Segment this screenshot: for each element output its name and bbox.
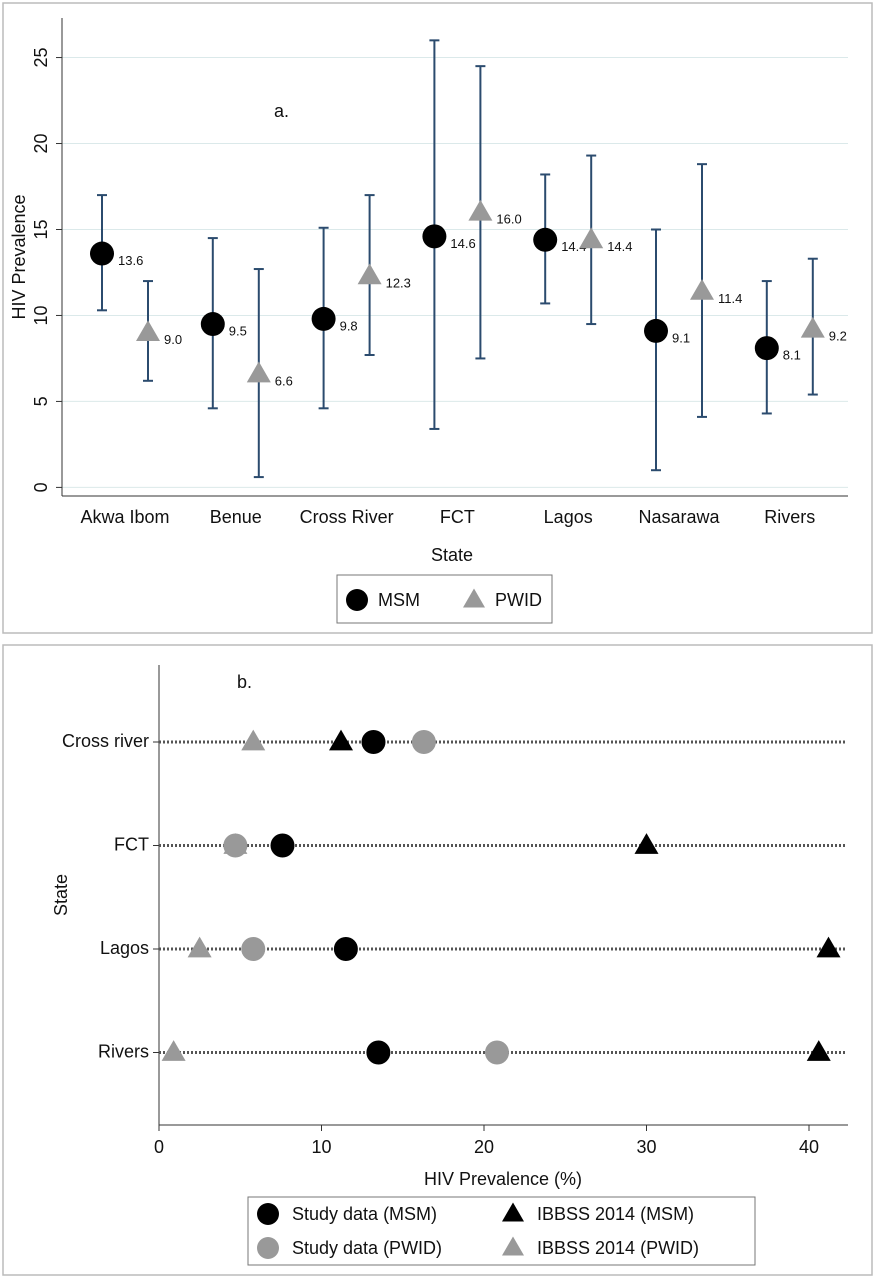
value-label: 8.1: [783, 348, 801, 363]
circle-marker: [223, 833, 248, 858]
x-tick-label: Rivers: [764, 507, 815, 527]
circle-marker: [241, 937, 266, 961]
y-tick-label: Rivers: [98, 1041, 149, 1061]
x-axis-label: HIV Prevalence (%): [424, 1169, 582, 1189]
triangle-marker: [329, 729, 353, 751]
circle-marker: [311, 306, 336, 331]
triangle-marker: [241, 729, 266, 751]
value-label: 11.4: [718, 291, 742, 306]
value-label: 16.0: [496, 212, 521, 227]
triangle-marker: [800, 316, 825, 338]
triangle-marker: [463, 588, 485, 608]
legend-label: IBBSS 2014 (MSM): [537, 1204, 694, 1224]
circle-marker: [90, 241, 114, 266]
triangle-marker: [816, 936, 841, 958]
panel-frame: [2, 2, 873, 634]
circle-marker: [200, 312, 225, 337]
triangle-marker: [468, 199, 493, 221]
triangle-marker: [187, 936, 212, 958]
triangle-marker: [690, 278, 714, 300]
x-tick-label: Benue: [210, 507, 262, 527]
y-tick-label: 5: [31, 396, 51, 406]
value-label: 14.6: [450, 236, 475, 251]
circle-marker: [485, 1040, 509, 1065]
circle-marker: [361, 730, 386, 754]
triangle-marker: [579, 227, 604, 249]
circle-marker: [257, 1203, 279, 1225]
circle-marker: [644, 318, 668, 343]
value-label: 6.6: [275, 373, 293, 388]
value-label: 14.4: [561, 239, 586, 254]
value-label: 9.5: [229, 323, 247, 338]
x-tick-label: FCT: [440, 507, 475, 527]
y-tick-label: 20: [31, 134, 51, 154]
x-tick-label: 40: [799, 1137, 819, 1157]
x-tick-label: 10: [311, 1137, 331, 1157]
x-tick-label: 30: [636, 1137, 656, 1157]
triangle-marker: [161, 1040, 186, 1061]
panel-frame: [2, 644, 873, 1276]
y-tick-label: 10: [31, 305, 51, 325]
triangle-marker: [634, 833, 659, 854]
triangle-marker: [357, 263, 382, 285]
legend-box: [336, 574, 553, 624]
y-tick-label: 25: [31, 48, 51, 68]
x-tick-label: Akwa Ibom: [80, 507, 169, 527]
circle-marker: [754, 336, 779, 361]
circle-marker: [422, 224, 447, 249]
triangle-marker: [806, 1040, 831, 1061]
value-label: 9.2: [829, 329, 847, 344]
circle-marker: [366, 1040, 391, 1065]
value-label: 9.8: [340, 318, 358, 333]
triangle-marker: [246, 361, 271, 383]
legend-label: IBBSS 2014 (PWID): [537, 1238, 699, 1258]
annotation: a.: [274, 101, 289, 121]
triangle-marker: [136, 320, 160, 342]
legend-label: MSM: [378, 590, 420, 610]
x-tick-label: 0: [154, 1137, 164, 1157]
y-tick-label: 15: [31, 219, 51, 239]
y-axis-label: HIV Prevalence: [9, 194, 29, 319]
y-axis-label: State: [51, 874, 71, 916]
value-label: 12.3: [386, 275, 411, 290]
x-tick-label: Nasarawa: [638, 507, 720, 527]
x-axis-label: State: [431, 545, 473, 565]
annotation: b.: [237, 672, 252, 692]
circle-marker: [257, 1237, 279, 1259]
circle-marker: [533, 227, 558, 252]
x-tick-label: Cross River: [300, 507, 394, 527]
triangle-marker: [502, 1202, 524, 1222]
y-tick-label: 0: [31, 482, 51, 492]
value-label: 14.4: [607, 239, 632, 254]
y-tick-label: FCT: [114, 834, 149, 854]
circle-marker: [333, 937, 358, 961]
legend-label: PWID: [495, 590, 542, 610]
legend-box: [247, 1196, 756, 1266]
legend-label: Study data (MSM): [292, 1204, 437, 1224]
y-tick-label: Cross river: [62, 731, 149, 751]
circle-marker: [411, 730, 436, 754]
x-tick-label: 20: [474, 1137, 494, 1157]
x-tick-label: Lagos: [544, 507, 593, 527]
y-tick-label: Lagos: [100, 938, 149, 958]
circle-marker: [270, 833, 295, 858]
circle-marker: [346, 589, 368, 611]
triangle-marker: [502, 1236, 524, 1256]
value-label: 9.0: [164, 332, 182, 347]
value-label: 9.1: [672, 330, 690, 345]
legend-label: Study data (PWID): [292, 1238, 442, 1258]
value-label: 13.6: [118, 253, 143, 268]
